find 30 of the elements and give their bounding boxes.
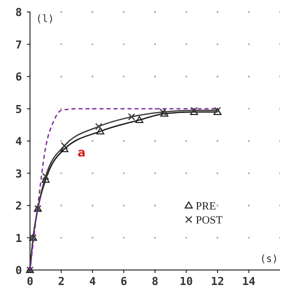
point xyxy=(42,176,50,183)
x-axis-title: (s) xyxy=(260,254,278,265)
y-tick-label: 8 xyxy=(15,6,22,19)
point xyxy=(135,116,144,124)
x-tick-label: 12 xyxy=(210,275,224,288)
x-tick-label: 10 xyxy=(180,275,193,288)
x-tick-label: 4 xyxy=(89,275,96,288)
annotation: a xyxy=(78,145,86,160)
point xyxy=(60,142,68,150)
x-tick-label: 6 xyxy=(120,275,128,288)
point xyxy=(96,127,104,134)
y-tick-label: 0 xyxy=(15,264,22,277)
point xyxy=(159,108,166,116)
y-tick-label: 6 xyxy=(15,70,22,84)
legend-label: PRE xyxy=(196,200,216,212)
y-tick-label: 3 xyxy=(15,167,22,180)
y-tick-label: 2 xyxy=(15,200,22,212)
point xyxy=(95,122,102,130)
point xyxy=(42,172,50,180)
legend-label: POST xyxy=(196,214,223,226)
x-tick-label: 0 xyxy=(26,275,34,288)
x-tick-label: 14 xyxy=(242,275,256,288)
y-axis-title: (l) xyxy=(36,14,54,25)
x-tick-label: 2 xyxy=(58,275,65,288)
x-tick-label: 8 xyxy=(152,275,158,288)
y-tick-label: 5 xyxy=(15,102,22,116)
y-tick-label: 7 xyxy=(15,38,22,52)
y-tick-label: 1 xyxy=(15,232,22,245)
y-tick-label: 4 xyxy=(15,135,22,148)
point xyxy=(128,113,136,120)
